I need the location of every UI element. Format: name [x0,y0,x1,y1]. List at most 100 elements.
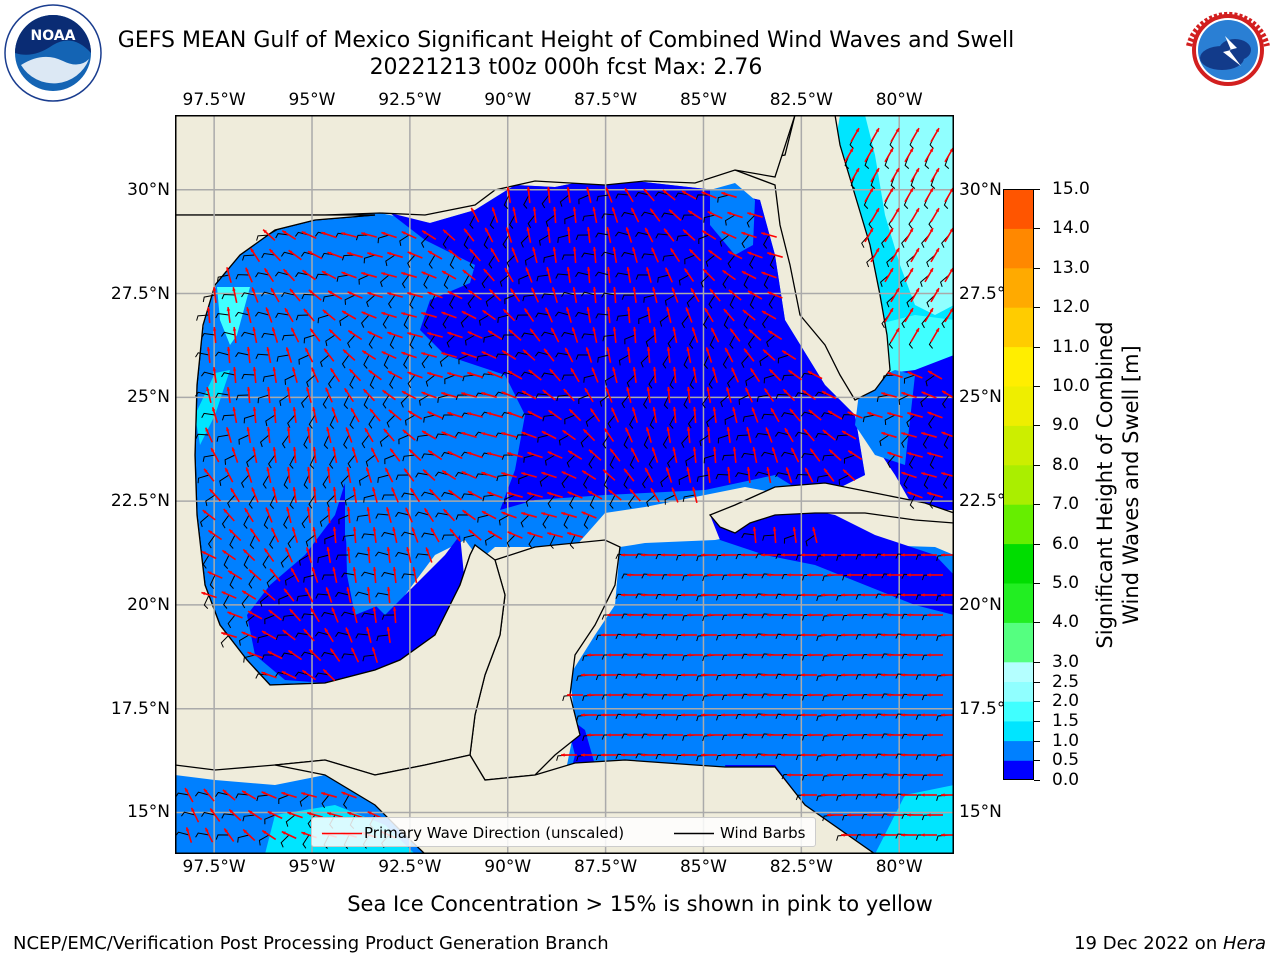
wind-barb [266,574,276,588]
wave-direction-arrowhead [527,492,532,496]
wave-direction-arrowhead [887,372,892,376]
wave-direction-arrowhead [666,427,670,431]
wave-direction-arrowhead [661,593,665,597]
wave-direction-arrowhead [927,733,931,737]
wind-barb [375,592,390,598]
wind-barb [285,814,296,827]
wave-direction-arrowhead [246,427,250,431]
wave-direction-arrowhead [646,307,651,311]
wind-barb [609,454,616,469]
wind-barb [555,311,570,317]
wave-direction-arrowhead [741,713,745,717]
wind-barb [669,414,676,429]
gulf-wave-field-0-0.5 [390,181,865,510]
wave-direction-arrowhead [487,412,492,416]
wave-direction-arrowhead [691,288,695,293]
wave-direction-arrowhead [469,249,474,253]
wave-direction-arrowhead [572,247,577,251]
wind-barb [423,274,430,289]
wind-barb [641,211,656,217]
wave-direction-arrowhead [390,448,394,453]
wave-direction-arrowhead [332,487,337,491]
wave-direction-arrowhead [909,188,913,193]
wave-direction-arrowhead [881,713,885,717]
wave-direction-arrowhead [601,673,605,677]
wave-direction-arrowhead [566,227,571,231]
wave-direction-arrowhead [881,793,885,797]
wind-barb [661,212,676,218]
wave-direction-arrowhead [448,250,453,254]
wave-direction-arrowhead [821,673,825,677]
wind-barb [923,474,930,489]
wind-barb [265,414,276,427]
wind-barb [762,234,770,249]
colorbar-tick-mark [1034,583,1040,584]
wave-direction-arrowhead [325,387,329,392]
colorbar-segment [1003,622,1034,663]
wind-barb [289,454,296,469]
wind-barb [687,414,696,429]
wave-direction-arrowhead [929,308,933,313]
wind-barb [488,254,496,269]
colorbar-tick-label: 10.0 [1052,376,1090,396]
west-gulf-core-edge [345,475,380,615]
wind-barb [437,394,450,403]
lat-tick-left: 27.5°N [110,283,170,304]
wind-barb [256,794,270,802]
wave-direction-arrowhead [887,733,891,737]
wave-direction-arrowhead [321,231,326,236]
wave-direction-arrowhead [263,589,267,594]
wave-direction-arrowhead [661,673,665,677]
wind-barb [681,314,690,329]
wave-direction-arrowhead [548,410,553,414]
wind-barb [386,414,396,428]
wave-direction-arrowhead [901,553,905,557]
wind-barb [409,334,416,349]
wave-direction-arrowhead [306,547,310,552]
wave-direction-arrowhead [587,653,591,657]
colorbar-tick-label: 11.0 [1052,336,1090,357]
wind-barb [662,354,670,369]
wind-barb [726,374,736,388]
wave-direction-arrowhead [701,753,705,757]
wave-direction-arrowhead [410,488,415,493]
colorbar-tick-label: 1.5 [1052,710,1080,731]
wind-barb [759,354,770,367]
wind-barb [900,274,910,287]
footer-date: 19 Dec 2022 on Hera [1074,933,1266,955]
wave-direction-arrowhead [701,191,706,195]
wave-direction-arrowhead [468,290,473,294]
wind-barb [683,394,690,409]
wave-direction-arrowhead [941,431,946,436]
wind-barb [504,294,516,305]
wave-direction-arrowhead [935,168,939,173]
wave-direction-arrowhead [702,230,707,235]
wave-direction-arrowhead [344,388,348,393]
wind-barb [404,414,416,426]
wind-barb [522,294,536,302]
wind-barb [676,234,690,242]
wave-direction-arrowhead [901,392,906,396]
wind-barb [741,234,750,249]
wind-barb [258,834,270,846]
wave-direction-arrowhead [507,492,512,496]
wind-barb [303,474,310,489]
wind-barb [582,214,596,222]
wind-barb [518,274,530,285]
wave-direction-arrowhead [751,407,756,412]
wave-direction-arrowhead [202,510,207,514]
wind-barb [306,374,316,388]
wind-barb [261,252,276,259]
wave-direction-arrowhead [686,427,691,431]
wind-barb [774,431,790,437]
wave-direction-arrowhead [647,613,651,617]
wave-direction-arrowhead [767,613,771,617]
colorbar-tick-label: 0.5 [1052,750,1080,771]
wave-direction-arrowhead [681,713,685,717]
wind-barb [575,311,590,317]
wind-barb [215,351,230,357]
wave-direction-arrowhead [301,792,306,796]
wave-direction-arrowhead [707,613,711,617]
wind-barb [335,591,350,597]
wind-barb [322,394,330,409]
